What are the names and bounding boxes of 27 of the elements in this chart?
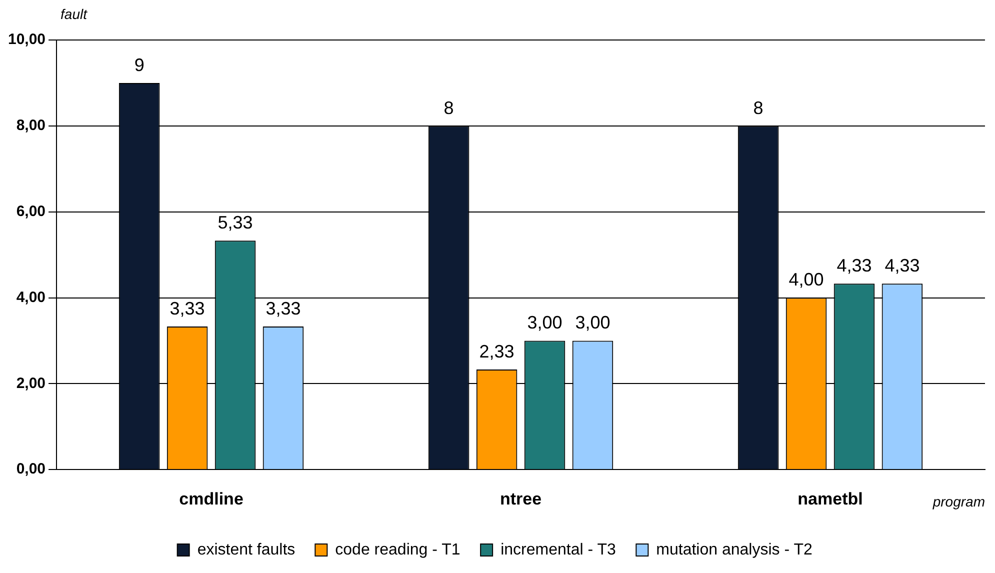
legend-label: existent faults [197,541,296,558]
data-label: 3,00 [575,312,610,333]
data-label: 4,00 [788,270,824,290]
data-label: 2,33 [479,341,514,362]
x-axis-title: program [932,493,986,510]
y-tick-label: 2,00 [16,374,46,392]
legend-label: mutation analysis - T2 [656,541,812,558]
x-tick-label: nametbl [798,489,863,508]
data-label: 3,33 [266,298,301,319]
y-tick-label: 0,00 [16,460,46,478]
legend-label: incremental - T3 [500,541,616,558]
legend-label: code reading - T1 [335,541,460,558]
data-label: 3,00 [527,312,562,333]
x-tick-label: cmdline [179,489,244,508]
y-tick-label: 8,00 [16,117,46,134]
data-label: 8 [753,98,764,118]
y-tick-label: 6,00 [16,202,46,220]
y-tick-label: 10,00 [8,31,46,48]
y-axis-title: fault [60,6,88,22]
data-label: 4,33 [884,256,920,276]
data-label: 3,33 [170,298,205,319]
data-label: 4,33 [836,256,872,276]
data-label: 5,33 [218,212,253,233]
x-tick-label: ntree [500,489,542,508]
data-label: 8 [444,98,454,118]
y-tick-label: 4,00 [16,288,46,306]
data-label: 9 [134,54,144,75]
